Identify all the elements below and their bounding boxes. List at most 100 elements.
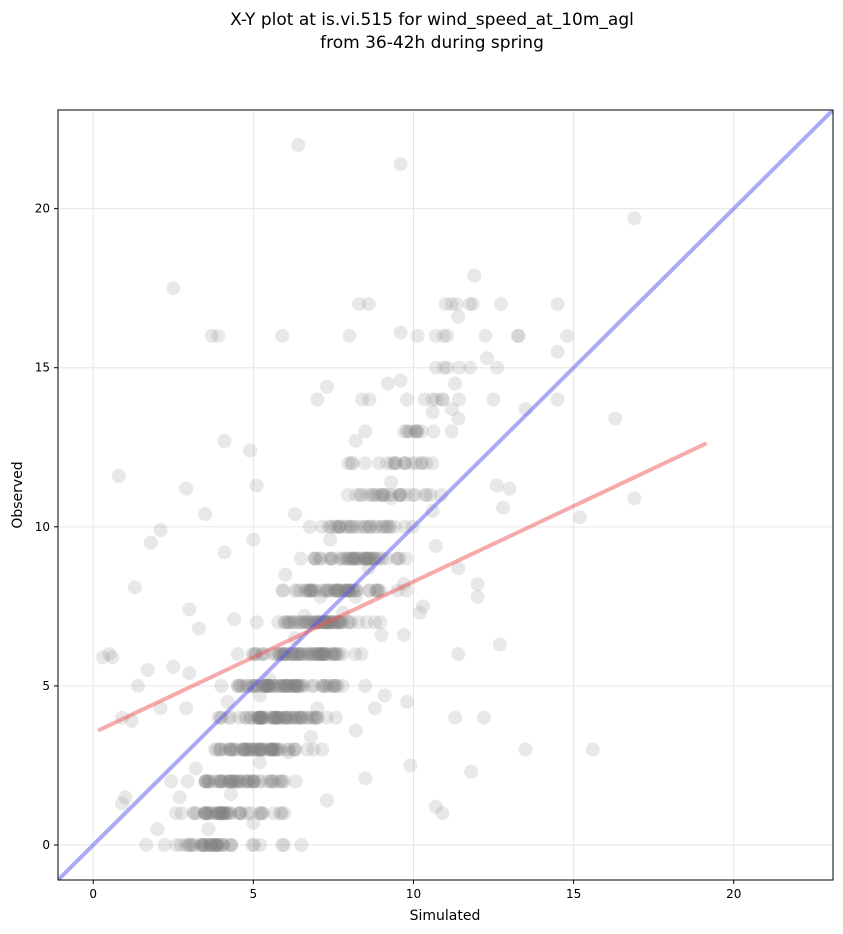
data-point xyxy=(240,774,255,789)
data-point xyxy=(318,678,333,693)
data-point xyxy=(230,678,245,693)
data-point xyxy=(182,602,197,617)
data-point xyxy=(236,774,251,789)
data-point xyxy=(264,774,279,789)
data-point xyxy=(262,678,277,693)
data-point xyxy=(253,710,268,725)
data-point xyxy=(400,392,415,407)
data-point xyxy=(351,615,366,630)
data-point xyxy=(304,729,318,744)
data-point xyxy=(245,774,260,789)
data-point xyxy=(278,678,292,693)
data-point xyxy=(294,838,309,852)
data-point xyxy=(266,806,281,821)
data-point xyxy=(214,678,229,693)
data-point xyxy=(414,424,429,439)
data-point xyxy=(319,583,334,598)
data-point xyxy=(419,456,434,471)
data-point xyxy=(247,710,262,725)
data-point xyxy=(102,647,117,662)
data-point xyxy=(448,710,463,725)
data-point xyxy=(280,678,295,693)
data-point xyxy=(262,678,276,693)
data-point xyxy=(224,838,239,852)
data-point xyxy=(238,742,253,757)
data-point xyxy=(467,268,482,283)
data-point xyxy=(295,678,310,693)
data-point xyxy=(257,678,272,693)
data-point xyxy=(200,806,215,821)
data-point xyxy=(217,433,232,448)
data-point xyxy=(212,838,227,852)
data-point xyxy=(332,519,347,534)
data-point xyxy=(297,678,312,693)
data-point xyxy=(204,838,219,852)
data-point xyxy=(199,838,214,852)
data-point xyxy=(286,678,301,693)
data-point xyxy=(238,742,253,757)
data-point xyxy=(265,710,280,725)
data-point xyxy=(349,488,364,502)
data-point xyxy=(315,678,330,693)
data-point xyxy=(289,710,304,725)
data-point xyxy=(328,710,343,725)
data-point xyxy=(376,488,391,502)
data-point xyxy=(284,678,299,693)
data-point xyxy=(416,599,431,614)
data-point xyxy=(131,678,146,693)
data-point xyxy=(333,551,348,566)
data-point xyxy=(307,647,322,662)
data-point xyxy=(342,615,357,630)
data-point xyxy=(315,519,330,534)
data-point xyxy=(305,583,320,598)
data-point xyxy=(342,328,357,343)
data-point xyxy=(323,532,338,547)
data-point xyxy=(393,373,408,388)
data-point xyxy=(237,742,252,757)
data-point xyxy=(387,519,402,534)
data-point xyxy=(376,519,391,534)
data-point xyxy=(354,647,369,662)
data-point xyxy=(327,583,342,598)
data-point xyxy=(320,793,334,808)
data-point xyxy=(294,647,309,662)
data-point xyxy=(234,742,249,757)
data-point xyxy=(361,297,376,312)
data-point xyxy=(627,491,642,506)
data-point xyxy=(217,806,232,821)
data-point xyxy=(281,647,296,662)
data-point xyxy=(301,647,316,662)
data-point xyxy=(423,488,438,502)
data-point xyxy=(246,774,261,789)
data-point xyxy=(426,424,441,439)
data-point xyxy=(463,360,478,375)
data-point xyxy=(274,678,289,693)
data-point xyxy=(361,551,376,566)
data-point xyxy=(198,774,213,789)
data-point xyxy=(333,551,348,566)
data-point xyxy=(230,774,244,789)
data-point xyxy=(308,551,323,566)
data-point xyxy=(232,806,247,821)
data-point xyxy=(297,615,311,630)
data-point xyxy=(358,771,373,786)
data-point xyxy=(274,678,289,693)
data-point xyxy=(346,583,361,598)
data-point xyxy=(410,424,425,439)
data-point xyxy=(118,790,133,805)
data-point xyxy=(385,488,400,502)
data-point xyxy=(429,392,444,407)
data-point xyxy=(308,583,323,598)
data-point xyxy=(317,647,332,662)
data-point xyxy=(393,157,408,172)
data-point xyxy=(254,774,269,789)
data-point xyxy=(232,806,247,821)
data-point xyxy=(187,838,202,852)
data-point xyxy=(256,742,271,757)
data-point xyxy=(292,647,307,662)
data-point xyxy=(255,710,270,725)
data-point xyxy=(312,647,327,662)
data-point xyxy=(344,615,359,630)
data-point xyxy=(560,328,575,343)
data-point xyxy=(242,742,257,757)
